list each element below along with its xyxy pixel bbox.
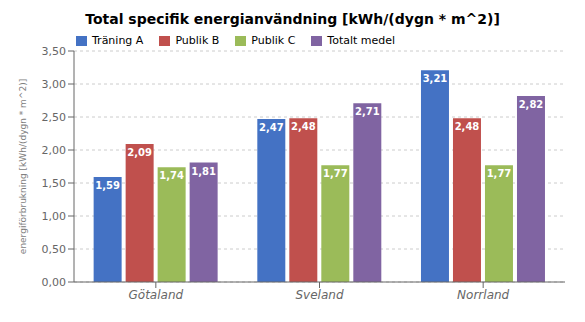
svg-text:2,48: 2,48: [455, 121, 480, 132]
svg-text:3,00: 3,00: [42, 78, 67, 91]
svg-text:2,47: 2,47: [259, 122, 284, 133]
svg-text:0,50: 0,50: [42, 243, 67, 256]
svg-text:2,09: 2,09: [127, 147, 152, 158]
svg-text:Sveland: Sveland: [295, 288, 343, 302]
svg-text:Götaland: Götaland: [129, 288, 184, 302]
html-text:Publik C: Publik C: [251, 34, 296, 47]
svg-text:2,00: 2,00: [42, 144, 67, 157]
svg-text:1,00: 1,00: [42, 210, 67, 223]
svg-text:3,50: 3,50: [42, 45, 67, 58]
svg-text:1,50: 1,50: [42, 177, 67, 190]
svg-text:1,74: 1,74: [159, 170, 184, 181]
svg-text:2,50: 2,50: [42, 111, 67, 124]
svg-text:Norrland: Norrland: [457, 288, 509, 302]
html-text:Träning A: Träning A: [92, 34, 144, 47]
svg-text:3,21: 3,21: [423, 73, 448, 84]
svg-text:energiförbrukning [kWh/(dygn *: energiförbrukning [kWh/(dygn * m^2)]: [18, 79, 28, 254]
svg-text:1,59: 1,59: [95, 180, 120, 191]
svg-text:2,71: 2,71: [355, 106, 380, 117]
html-text:Totalt medel: Totalt medel: [327, 34, 396, 47]
svg-text:1,81: 1,81: [191, 166, 216, 177]
html-text:Publik B: Publik B: [175, 34, 220, 47]
svg-text:1,77: 1,77: [487, 168, 512, 179]
svg-text:1,77: 1,77: [323, 168, 348, 179]
svg-text:2,82: 2,82: [519, 99, 544, 110]
svg-text:0,00: 0,00: [42, 276, 67, 289]
html-text:Total specifik energianvändnin: Total specifik energianvändning [kWh/(dy…: [85, 11, 500, 27]
svg-text:2,48: 2,48: [291, 121, 316, 132]
